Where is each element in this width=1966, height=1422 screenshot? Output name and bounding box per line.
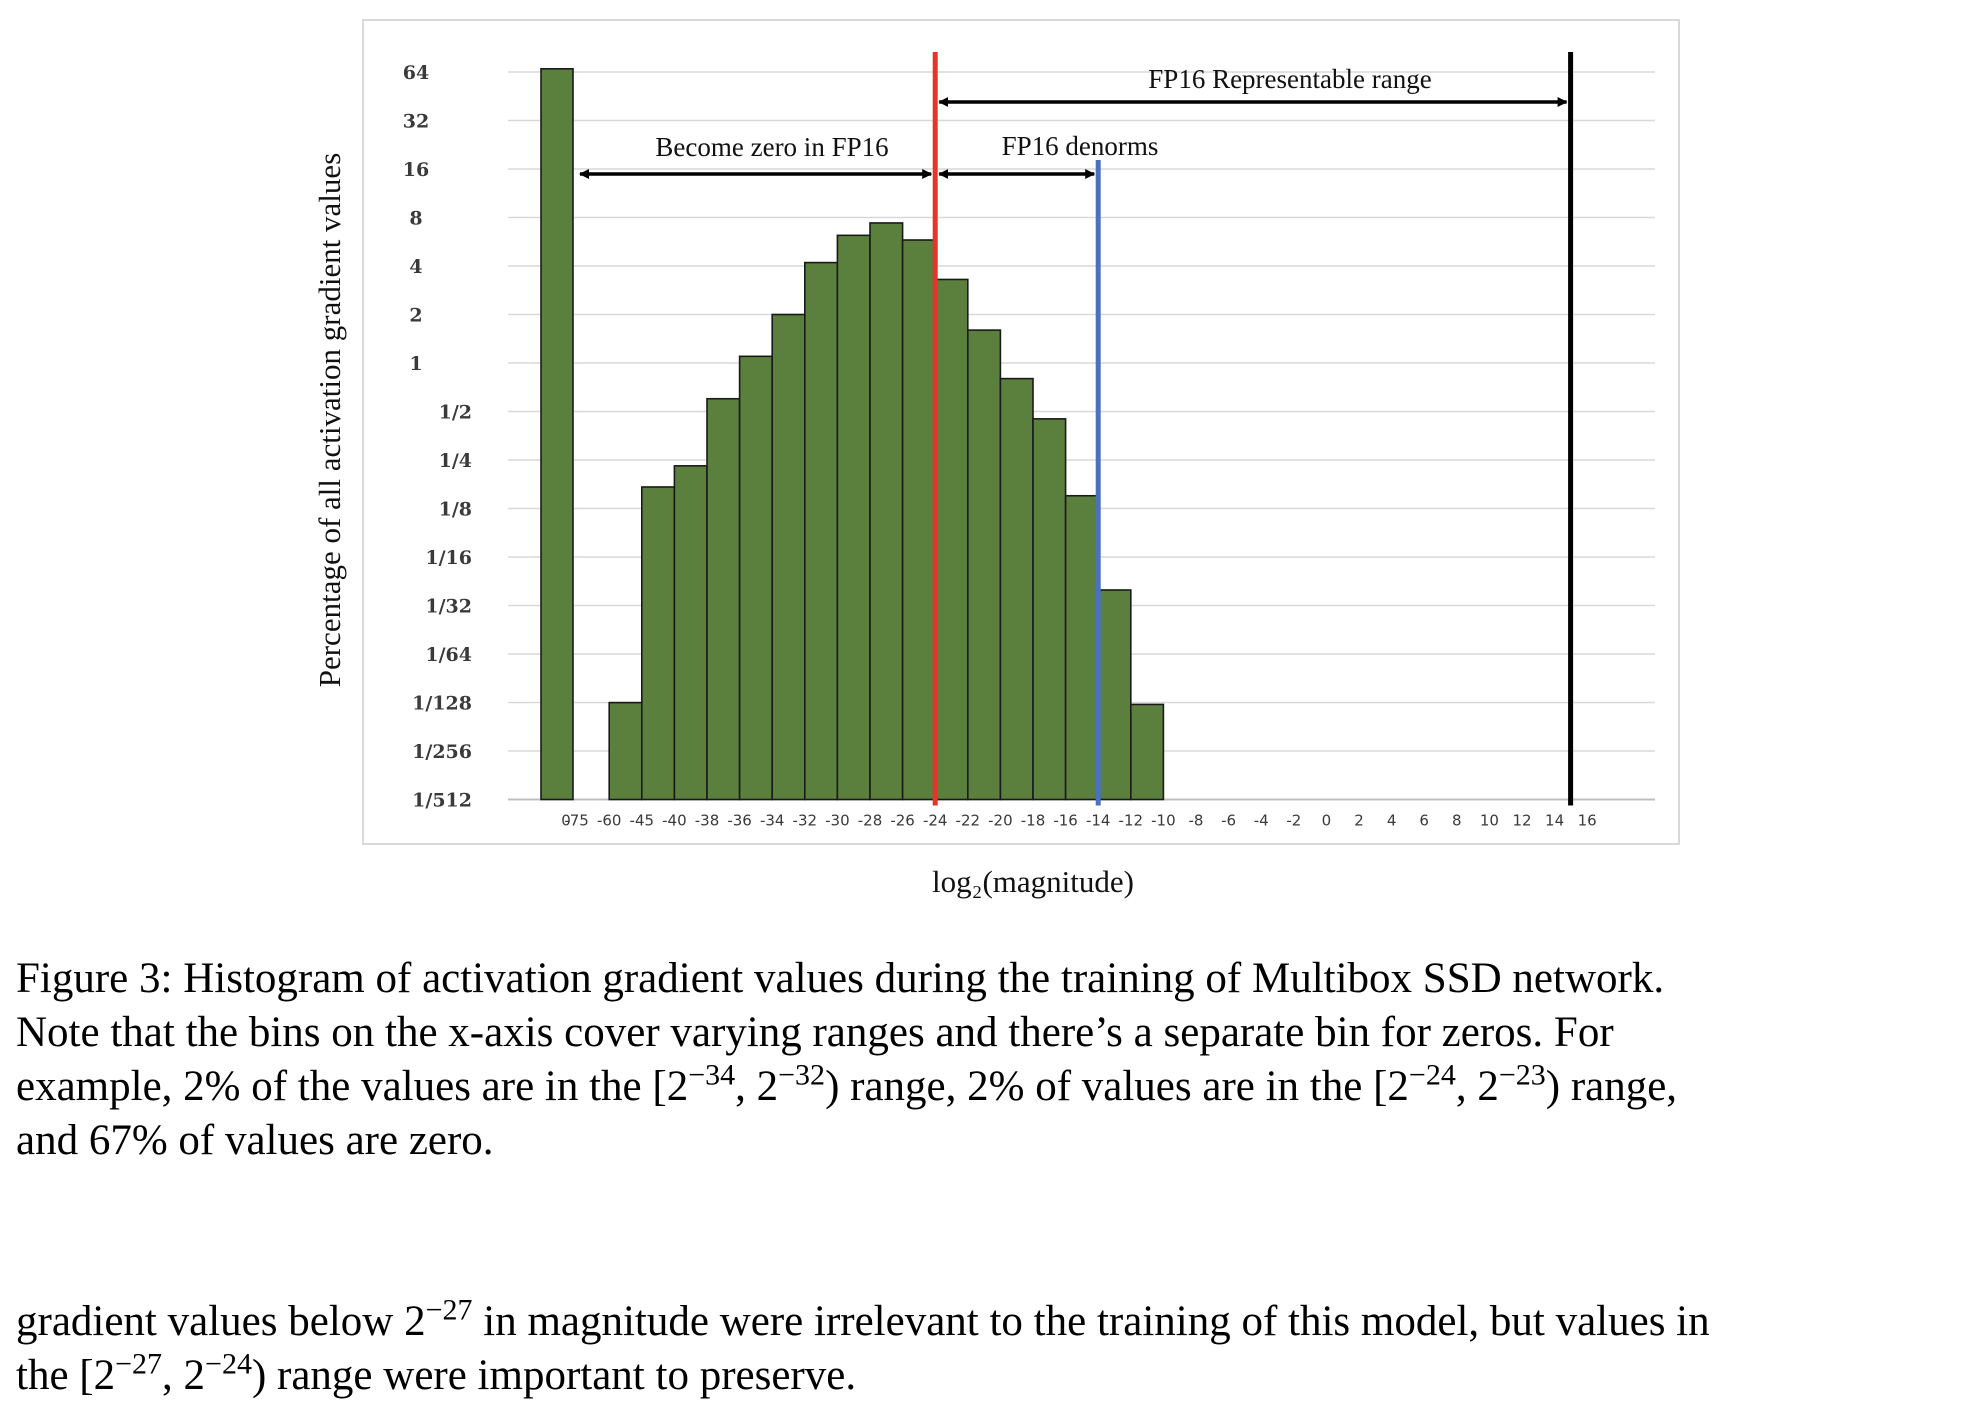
histogram-bar: [1064, 494, 1099, 801]
x-tick-label: -32: [793, 812, 818, 830]
caption-line-1: Figure 3: Histogram of activation gradie…: [16, 955, 1665, 1002]
y-tick-label: 1/128: [412, 693, 472, 715]
x-tick-label: 12: [1512, 812, 1531, 830]
x-axis-title: log₂(magnitude): [932, 864, 1134, 899]
x-tick-label: 6: [1419, 812, 1429, 830]
x-tick-label: -12: [1119, 812, 1144, 830]
histogram-chart: 64321684211/21/41/81/161/321/641/1281/25…: [312, 52, 1655, 899]
figure-caption: Figure 3: Histogram of activation gradie…: [16, 952, 1952, 1168]
x-tick-label: -8: [1189, 812, 1204, 830]
histogram-bar: [640, 486, 676, 801]
x-tick-label: -6: [1221, 812, 1236, 830]
histogram-bar: [934, 278, 969, 801]
y-tick-label: 1/32: [425, 596, 472, 618]
x-tick-label: 10: [1480, 812, 1499, 830]
x-tick-label: -2: [1286, 812, 1301, 830]
y-tick-label: 1/2: [439, 402, 472, 424]
y-tick-label: 1/512: [412, 790, 472, 812]
histogram-bar: [540, 67, 574, 801]
histogram-bar: [706, 397, 741, 801]
y-tick-label: 64: [403, 62, 429, 84]
histogram-bar: [738, 355, 773, 801]
x-tick-label: -14: [1086, 812, 1111, 830]
y-tick-label: 16: [403, 159, 429, 181]
histogram-bar: [608, 701, 643, 801]
y-axis-title: Percentage of all activation gradient va…: [312, 153, 347, 688]
y-tick-label: 1/256: [412, 741, 472, 763]
x-tick-label: -10: [1151, 812, 1176, 830]
x-tick-label: 14: [1545, 812, 1564, 830]
range-annotation: Become zero in FP16: [655, 132, 888, 162]
x-tick-label: 16: [1578, 812, 1597, 830]
x-tick-label: -36: [727, 812, 752, 830]
body-line-1: gradient values below 2−27 in magnitude …: [16, 1293, 1710, 1345]
x-tick-label: -18: [1021, 812, 1046, 830]
y-tick-label: 2: [409, 305, 422, 327]
x-tick-label: -75: [564, 812, 589, 830]
x-tick-label: -38: [695, 812, 720, 830]
y-tick-label: 1/64: [425, 644, 472, 666]
histogram-bar: [999, 377, 1034, 801]
x-tick-label: -45: [630, 812, 655, 830]
range-annotation: FP16 denorms: [1002, 131, 1159, 161]
histogram-bar: [803, 261, 839, 801]
body-paragraph: gradient values below 2−27 in magnitude …: [16, 1295, 1952, 1403]
x-tick-label: 0: [561, 812, 571, 830]
histogram-bar: [1130, 703, 1165, 801]
histogram-bar: [771, 313, 806, 801]
histogram-bar: [673, 465, 708, 801]
histogram-bar: [869, 222, 904, 801]
caption-line-2: Note that the bins on the x-axis cover v…: [16, 1009, 1614, 1056]
x-tick-label: 0: [1322, 812, 1332, 830]
histogram-bar: [1032, 418, 1067, 801]
y-tick-label: 8: [409, 208, 422, 230]
x-tick-label: -22: [956, 812, 981, 830]
x-tick-label: -4: [1254, 812, 1269, 830]
histogram-bar: [901, 239, 936, 801]
x-tick-label: -34: [760, 812, 785, 830]
x-tick-label: -24: [923, 812, 948, 830]
x-tick-label: 4: [1387, 812, 1397, 830]
x-tick-label: -60: [597, 812, 622, 830]
histogram-bar: [966, 329, 1002, 801]
x-tick-label: -30: [825, 812, 850, 830]
y-tick-label: 4: [409, 256, 422, 278]
caption-line-3: example, 2% of the values are in the [2−…: [16, 1058, 1678, 1110]
x-tick-label: 8: [1452, 812, 1462, 830]
y-tick-label: 1/4: [439, 450, 472, 472]
x-tick-label: -26: [890, 812, 915, 830]
y-tick-label: 32: [403, 111, 429, 133]
histogram-bar: [1097, 589, 1132, 801]
x-tick-label: -20: [988, 812, 1013, 830]
x-tick-label: 2: [1354, 812, 1364, 830]
y-tick-label: 1/16: [425, 547, 472, 569]
histogram-bar: [836, 234, 871, 801]
x-tick-label: -40: [662, 812, 687, 830]
caption-line-4: and 67% of values are zero.: [16, 1117, 494, 1164]
y-tick-label: 1: [409, 353, 422, 375]
x-tick-label: -16: [1053, 812, 1078, 830]
body-line-2: the [2−27, 2−24) range were important to…: [16, 1347, 857, 1399]
range-annotation: FP16 Representable range: [1148, 64, 1431, 94]
y-tick-label: 1/8: [439, 499, 472, 521]
x-tick-label: -28: [858, 812, 883, 830]
